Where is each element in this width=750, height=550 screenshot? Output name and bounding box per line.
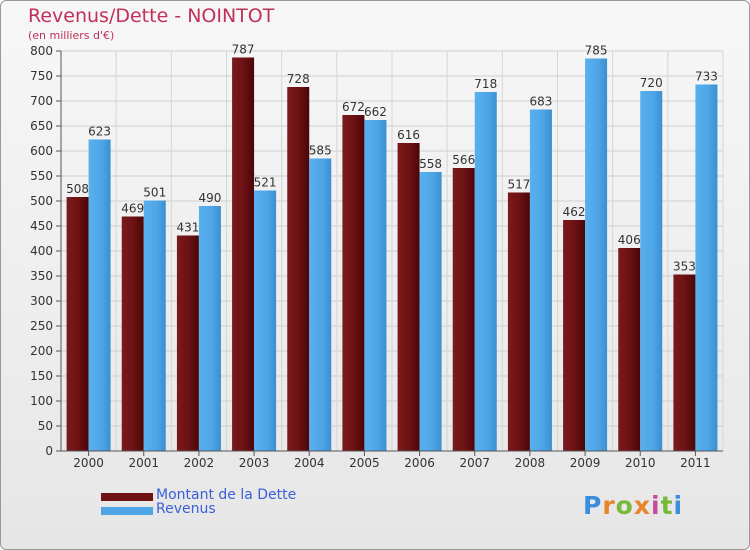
y-tick-label: 350	[30, 269, 53, 283]
x-tick-label: 2011	[680, 456, 711, 470]
legend-label-revenue: Revenus	[156, 501, 216, 517]
bar-revenue	[309, 158, 332, 451]
bar-revenue	[364, 120, 387, 451]
data-label-revenue: 785	[585, 44, 608, 58]
data-label-revenue: 585	[309, 144, 332, 158]
x-tick-label: 2009	[570, 456, 601, 470]
x-tick-label: 2008	[515, 456, 546, 470]
y-tick-label: 500	[30, 194, 53, 208]
axis-layer: 0 50 100 150 200 250 300 350 400 450 500 550 600 650 7…	[30, 44, 723, 470]
data-label-debt: 431	[176, 221, 199, 235]
y-tick-label: 100	[30, 394, 53, 408]
data-label-revenue: 521	[254, 176, 277, 190]
data-label-revenue: 662	[364, 105, 387, 119]
bar-debt	[176, 235, 199, 451]
bar-debt	[507, 192, 530, 451]
data-label-revenue: 558	[419, 157, 442, 171]
data-label-revenue: 501	[143, 186, 166, 200]
x-tick-label: 2010	[625, 456, 656, 470]
legend-swatch-revenue	[101, 507, 153, 515]
bar-debt	[673, 274, 696, 451]
x-tick-label: 2002	[184, 456, 215, 470]
bar-debt	[232, 57, 255, 451]
bar-revenue	[198, 206, 221, 451]
bar-revenue	[695, 84, 718, 451]
y-tick-label: 550	[30, 169, 53, 183]
chart-title: Revenus/Dette - NOINTOT	[28, 5, 275, 27]
chart-subtitle: (en milliers d'€)	[28, 29, 115, 42]
bar-debt	[618, 248, 641, 451]
legend-label-debt: Montant de la Dette	[156, 487, 297, 503]
data-label-debt: 462	[563, 205, 586, 219]
y-tick-label: 0	[45, 444, 53, 458]
bar-revenue	[88, 139, 111, 451]
y-tick-label: 750	[30, 69, 53, 83]
bars-layer	[66, 57, 718, 451]
bar-revenue	[254, 190, 277, 451]
x-tick-label: 2005	[349, 456, 380, 470]
data-label-debt: 508	[66, 182, 89, 196]
x-tick-label: 2003	[239, 456, 270, 470]
data-label-debt: 469	[121, 202, 144, 216]
grid-layer	[60, 50, 724, 452]
y-tick-label: 650	[30, 119, 53, 133]
data-label-debt: 787	[232, 43, 255, 57]
data-label-revenue: 683	[529, 95, 552, 109]
x-tick-label: 2001	[128, 456, 159, 470]
data-label-revenue: 720	[640, 76, 663, 90]
data-label-debt: 517	[507, 178, 530, 192]
y-tick-label: 200	[30, 344, 53, 358]
bar-revenue	[143, 200, 166, 451]
data-label-debt: 406	[618, 233, 641, 247]
data-label-debt: 566	[452, 153, 475, 167]
data-label-revenue: 623	[88, 125, 111, 139]
bar-debt	[563, 220, 586, 451]
x-tick-label: 2000	[73, 456, 104, 470]
bar-revenue	[640, 91, 663, 451]
data-label-debt: 616	[397, 128, 420, 142]
data-label-revenue: 733	[695, 70, 718, 84]
y-tick-label: 150	[30, 369, 53, 383]
y-tick-label: 800	[30, 44, 53, 58]
y-tick-label: 600	[30, 144, 53, 158]
x-tick-label: 2006	[404, 456, 435, 470]
bar-debt	[397, 143, 420, 451]
value-labels-layer: 508 623 469 501 431 490 787 521 728 585 672 662 616 5…	[66, 43, 718, 274]
bar-debt	[66, 197, 89, 451]
data-label-debt: 672	[342, 100, 365, 114]
y-tick-label: 450	[30, 219, 53, 233]
y-tick-label: 400	[30, 244, 53, 258]
bar-revenue	[529, 109, 552, 451]
y-tick-label: 50	[38, 419, 53, 433]
legend-swatch-debt	[101, 493, 153, 501]
bar-debt	[342, 115, 365, 451]
data-label-revenue: 718	[474, 77, 497, 91]
x-tick-label: 2004	[294, 456, 325, 470]
data-label-debt: 353	[673, 260, 696, 274]
bar-debt	[121, 216, 144, 451]
bar-debt	[287, 87, 310, 451]
bar-revenue	[585, 58, 608, 451]
x-tick-label: 2007	[459, 456, 490, 470]
y-tick-label: 700	[30, 94, 53, 108]
data-label-revenue: 490	[198, 191, 221, 205]
y-tick-label: 250	[30, 319, 53, 333]
proxiti-logo: Proxiti	[583, 491, 684, 520]
y-tick-label: 300	[30, 294, 53, 308]
bar-revenue	[474, 92, 497, 451]
bar-debt	[452, 168, 475, 451]
data-label-debt: 728	[287, 72, 310, 86]
bar-revenue	[419, 172, 442, 451]
